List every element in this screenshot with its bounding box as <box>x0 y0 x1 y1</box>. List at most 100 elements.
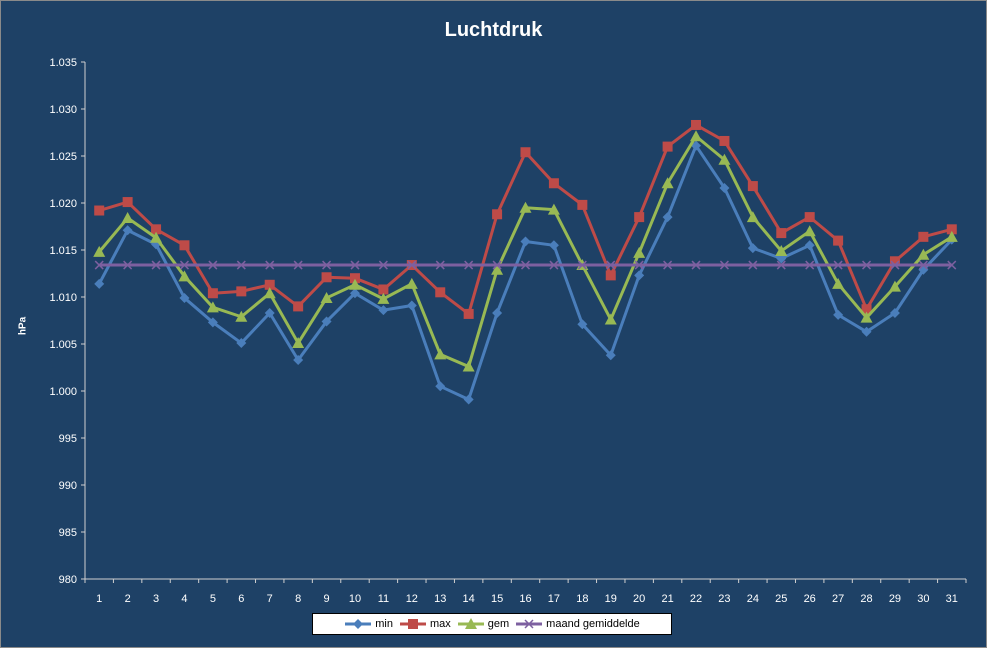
data-point <box>435 287 446 298</box>
data-point <box>719 135 730 146</box>
data-point <box>805 260 815 270</box>
y-tick-label: 1.015 <box>49 245 77 257</box>
data-point <box>889 307 900 318</box>
x-tick-label: 23 <box>718 593 730 605</box>
data-point <box>888 280 901 292</box>
data-point <box>691 260 701 270</box>
data-point <box>434 348 447 360</box>
data-point <box>832 277 845 289</box>
data-point <box>435 381 446 392</box>
data-point <box>492 307 503 318</box>
data-point <box>208 260 218 270</box>
data-point <box>719 260 729 270</box>
data-point <box>861 326 872 337</box>
data-point <box>94 260 104 270</box>
data-point <box>293 260 303 270</box>
data-point <box>776 260 786 270</box>
data-point <box>492 209 503 220</box>
series-line <box>97 144 953 401</box>
legend-item: gem <box>457 618 509 630</box>
data-point <box>378 284 389 295</box>
data-point <box>918 260 928 270</box>
data-point <box>605 350 616 361</box>
data-point <box>94 278 105 289</box>
data-point <box>663 260 673 270</box>
x-tick-label: 4 <box>181 593 187 605</box>
data-point <box>520 236 531 247</box>
data-point <box>293 354 304 365</box>
data-point <box>349 273 360 284</box>
y-tick-label: 980 <box>59 574 77 586</box>
data-point <box>93 245 106 257</box>
y-tick-label: 1.020 <box>49 198 77 210</box>
data-point <box>803 225 816 237</box>
data-point <box>377 292 390 304</box>
legend-marker <box>524 619 534 629</box>
data-point <box>491 263 504 275</box>
x-tick-label: 12 <box>406 593 418 605</box>
data-point <box>804 240 815 251</box>
data-point <box>917 248 930 260</box>
data-point <box>264 307 275 318</box>
legend: min max gem maand gemiddelde <box>312 613 672 635</box>
x-tick-label: 20 <box>633 593 645 605</box>
data-point <box>206 301 219 313</box>
y-tick-label: 1.005 <box>49 339 77 351</box>
x-tick-label: 28 <box>860 593 872 605</box>
data-point <box>150 231 163 243</box>
data-point <box>321 272 332 283</box>
data-point <box>264 279 275 290</box>
legend-item: maand gemiddelde <box>515 618 640 630</box>
x-tick-label: 26 <box>804 593 816 605</box>
data-point <box>292 337 305 349</box>
legend-label: maand gemiddelde <box>546 618 640 630</box>
data-point <box>547 203 560 215</box>
x-tick-label: 22 <box>690 593 702 605</box>
data-point <box>121 212 134 224</box>
data-point <box>833 235 844 246</box>
series-min <box>94 140 957 405</box>
x-tick-label: 2 <box>125 593 131 605</box>
x-tick-label: 24 <box>747 593 759 605</box>
data-point <box>151 260 161 270</box>
data-point <box>94 205 105 216</box>
series-gem <box>93 130 958 372</box>
data-point <box>520 260 531 270</box>
data-point <box>321 316 332 327</box>
data-point <box>862 260 872 270</box>
x-tick-label: 9 <box>324 593 330 605</box>
data-point <box>605 270 616 281</box>
x-tick-label: 15 <box>491 593 503 605</box>
data-point <box>179 260 189 270</box>
data-point <box>435 260 445 270</box>
data-point <box>890 260 900 270</box>
data-point <box>776 228 787 239</box>
x-tick-label: 21 <box>661 593 673 605</box>
data-point <box>463 394 474 405</box>
legend-item: max <box>399 618 451 630</box>
data-point <box>265 260 275 270</box>
x-tick-label: 18 <box>576 593 588 605</box>
data-point <box>833 260 843 270</box>
data-point <box>178 270 191 282</box>
x-tick-label: 17 <box>548 593 560 605</box>
data-point <box>378 305 389 316</box>
data-point <box>549 260 559 270</box>
x-tick-label: 27 <box>832 593 844 605</box>
data-point <box>577 260 587 270</box>
y-tick-label: 1.030 <box>49 104 77 116</box>
data-point <box>207 317 218 328</box>
data-point <box>634 212 645 223</box>
legend-marker <box>464 618 477 629</box>
data-point <box>492 260 502 270</box>
chart-title: Luchtdruk <box>444 19 543 41</box>
legend-swatch <box>516 619 543 629</box>
x-tick-label: 1 <box>96 593 102 605</box>
data-point <box>748 260 758 270</box>
x-tick-label: 8 <box>295 593 301 605</box>
data-point <box>746 211 759 223</box>
data-point <box>776 253 787 264</box>
data-point <box>690 130 703 142</box>
data-point <box>634 260 644 270</box>
